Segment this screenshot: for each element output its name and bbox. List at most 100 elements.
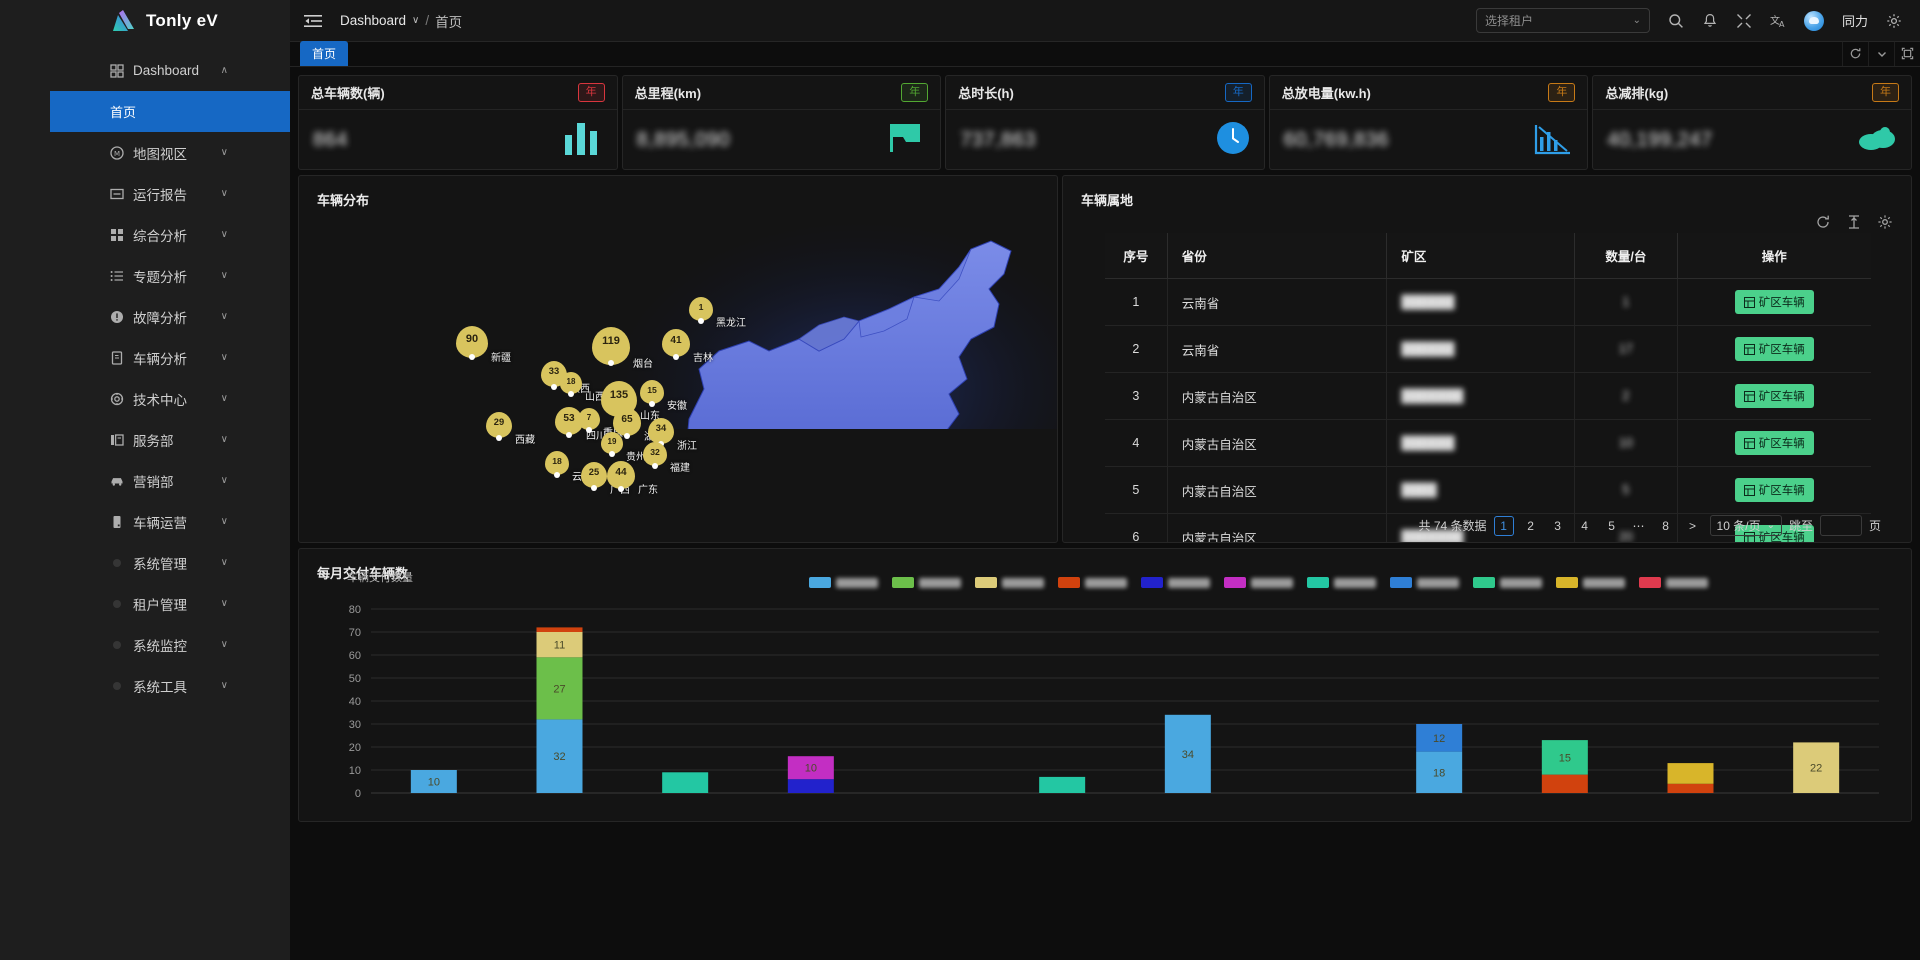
mine-vehicles-button[interactable]: 矿区车辆 (1734, 290, 1814, 314)
username-label[interactable]: 同力 (1841, 14, 1868, 29)
legend-item[interactable] (809, 577, 878, 588)
map-marker[interactable]: 18云南 (545, 451, 592, 483)
map-marker[interactable]: 1 黑龙江 (689, 297, 746, 329)
map-marker-name: 贵州 (626, 451, 646, 463)
refresh-icon[interactable] (1815, 214, 1831, 230)
sidebar-item-label: 租户管理 (133, 597, 187, 613)
map-marker[interactable]: 41 吉林 (662, 329, 713, 364)
map-marker[interactable]: 25广西 (581, 462, 630, 496)
fullscreen-icon[interactable] (1736, 13, 1752, 29)
legend-item[interactable] (1224, 577, 1293, 588)
mine-vehicles-button[interactable]: 矿区车辆 (1734, 431, 1814, 455)
sidebar-item-12[interactable]: 系统管理 ∨ (0, 542, 290, 583)
map-marker[interactable]: 19 贵州 (601, 432, 646, 463)
search-icon[interactable] (1668, 13, 1684, 29)
kpi-period-badge[interactable]: 年 (1224, 83, 1252, 102)
sidebar-item-7[interactable]: 车辆分析 ∨ (0, 337, 290, 378)
page-button[interactable]: 4 (1581, 518, 1588, 533)
page-button[interactable]: 5 (1608, 518, 1615, 533)
sidebar-item-9[interactable]: 服务部 ∨ (0, 419, 290, 460)
map-marker[interactable]: 15 安徽 (640, 380, 687, 412)
jump-page-input[interactable] (1819, 515, 1862, 536)
mine-vehicles-button[interactable]: 矿区车辆 (1734, 478, 1814, 502)
tenant-select[interactable]: 选择租户 ⌄ (1475, 8, 1650, 33)
map-marker-value: 33 (548, 366, 560, 377)
map-marker-name: 西藏 (515, 434, 535, 446)
chevron-icon: ∨ (220, 311, 228, 322)
table-row[interactable]: 5 内蒙古自治区 ████ 5 矿区车辆 (1105, 466, 1871, 514)
breadcrumb-root[interactable]: Dashboard (340, 13, 407, 28)
sidebar-item-2[interactable]: M 地图视区 ∨ (0, 132, 290, 173)
table-row[interactable]: 1 云南省 ██████ 1 矿区车辆 (1105, 278, 1871, 326)
gear-icon[interactable] (1886, 13, 1902, 29)
refresh-icon[interactable] (1842, 41, 1868, 66)
avatar[interactable] (1803, 10, 1824, 31)
legend-item[interactable] (892, 577, 961, 588)
map-marker[interactable]: 135 山东 (601, 381, 660, 423)
translate-icon[interactable]: 文 A (1770, 13, 1786, 29)
sidebar-item-5[interactable]: 专题分析 ∨ (0, 255, 290, 296)
page-button[interactable]: ⋯ (1632, 518, 1645, 533)
map-marker[interactable]: 18 山西 (560, 372, 605, 403)
mine-vehicles-button[interactable]: 矿区车辆 (1734, 337, 1814, 361)
sidebar-item-1[interactable]: 首页 (50, 91, 290, 132)
sidebar-item-label: 综合分析 (133, 228, 187, 244)
list-icon (110, 269, 124, 283)
kpi-period-badge[interactable]: 年 (1871, 83, 1899, 102)
tab-home[interactable]: 首页 (300, 41, 349, 66)
map-marker-value: 135 (609, 388, 629, 401)
table-row[interactable]: 2 云南省 ██████ 17 矿区车辆 (1105, 325, 1871, 373)
page-button[interactable]: 1 (1493, 515, 1514, 536)
jump-suffix: 页 (1868, 519, 1881, 533)
legend-item[interactable] (1307, 577, 1376, 588)
gear-icon[interactable] (1877, 214, 1893, 230)
table-row[interactable]: 4 内蒙古自治区 ██████ 10 矿区车辆 (1105, 419, 1871, 467)
legend-item[interactable] (1141, 577, 1210, 588)
map-marker[interactable]: 90 新疆 (456, 326, 511, 364)
legend-item[interactable] (975, 577, 1044, 588)
chevron-right-icon[interactable]: > (1689, 518, 1697, 533)
kpi-period-badge[interactable]: 年 (1548, 83, 1576, 102)
legend-item[interactable] (1390, 577, 1459, 588)
sidebar-item-13[interactable]: 租户管理 ∨ (0, 583, 290, 624)
page-button[interactable]: 3 (1554, 518, 1561, 533)
table-row[interactable]: 3 内蒙古自治区 ███████ 2 矿区车辆 (1105, 372, 1871, 420)
chevron-down-icon[interactable]: ∨ (412, 15, 420, 26)
legend-item[interactable] (1639, 577, 1708, 588)
map-marker[interactable]: 32 福建 (643, 442, 690, 474)
sidebar-item-3[interactable]: 运行报告 ∨ (0, 173, 290, 214)
table-column-header: 省份 (1167, 233, 1388, 279)
page-button[interactable]: 8 (1662, 518, 1669, 533)
column-settings-icon[interactable] (1846, 214, 1862, 230)
chevron-down-icon[interactable] (1868, 41, 1894, 66)
collapse-sidebar-icon[interactable] (304, 14, 322, 28)
kpi-period-badge[interactable]: 年 (577, 83, 605, 102)
map-marker[interactable]: 7重庆 (578, 408, 623, 439)
row-index: 4 (1105, 419, 1168, 467)
sidebar-item-6[interactable]: 故障分析 ∨ (0, 296, 290, 337)
china-map[interactable]: 1黑龙江41吉林119烟台90新疆33陕西18山西135山东15安徽53四川7重… (299, 209, 1057, 542)
kpi-period-badge[interactable]: 年 (901, 83, 929, 102)
sidebar-item-10[interactable]: 营销部 ∨ (0, 460, 290, 501)
mine-vehicles-button[interactable]: 矿区车辆 (1734, 384, 1814, 408)
map-marker[interactable]: 44 广东 (607, 461, 658, 496)
legend-item[interactable] (1556, 577, 1625, 588)
sidebar-item-15[interactable]: 系统工具 ∨ (0, 665, 290, 706)
legend-item[interactable] (1058, 577, 1127, 588)
sidebar-item-0[interactable]: Dashboard ∧ (0, 50, 290, 91)
kpi-body: 864 (299, 110, 617, 170)
sidebar-item-8[interactable]: 技术中心 ∨ (0, 378, 290, 419)
sidebar-item-14[interactable]: 系统监控 ∨ (0, 624, 290, 665)
legend-swatch (809, 577, 831, 588)
page-button[interactable]: 2 (1527, 518, 1534, 533)
sidebar-item-label: 车辆分析 (133, 351, 187, 367)
legend-item[interactable] (1473, 577, 1542, 588)
maximize-icon[interactable] (1894, 41, 1920, 66)
bell-icon[interactable] (1702, 13, 1718, 29)
page-size-select[interactable]: 10 条/页 ⌄ (1709, 515, 1782, 536)
map-marker[interactable]: 29 西藏 (486, 412, 535, 446)
map-marker[interactable]: 119 烟台 (592, 327, 653, 372)
sidebar-item-11[interactable]: 车辆运营 ∨ (0, 501, 290, 542)
map-marker[interactable]: 53 四川 (555, 407, 606, 442)
sidebar-item-4[interactable]: 综合分析 ∨ (0, 214, 290, 255)
